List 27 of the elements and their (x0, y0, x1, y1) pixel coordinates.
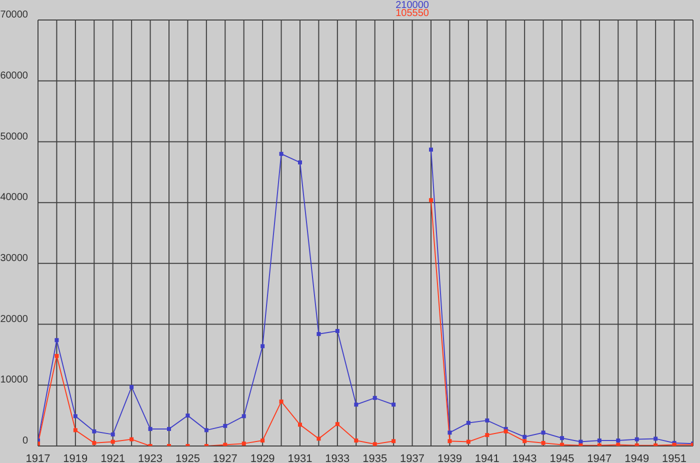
x-tick-label: 1927 (212, 452, 238, 463)
y-tick-label: 60000 (0, 70, 28, 82)
y-tick-label: 0 (22, 436, 28, 447)
x-tick-label: 1925 (175, 452, 200, 463)
x-tick-label: 1939 (437, 452, 462, 463)
x-tick-label: 1923 (138, 452, 163, 463)
y-tick-label: 30000 (0, 252, 28, 264)
text: 105550 (396, 8, 430, 19)
y-tick-label: 10000 (0, 374, 28, 386)
y-tick-label: 70000 (0, 10, 28, 21)
x-tick-label: 1945 (550, 452, 574, 463)
x-tick-label: 1929 (250, 452, 275, 463)
x-tick-label: 1937 (400, 452, 425, 463)
x-tick-label: 1919 (63, 452, 88, 463)
x-tick-label: 1943 (512, 452, 537, 463)
x-tick-label: 1935 (362, 452, 388, 463)
x-tick-label: 1921 (100, 452, 126, 463)
x-tick-label: 1947 (587, 452, 612, 463)
y-tick-label: 50000 (0, 131, 28, 142)
x-tick-label: 1933 (325, 452, 350, 463)
y-tick-label: 20000 (0, 314, 28, 325)
x-tick-label: 1949 (624, 452, 650, 463)
y-tick-label: 40000 (0, 192, 28, 204)
x-tick-label: 1951 (662, 452, 687, 463)
x-tick-label: 1941 (474, 452, 500, 463)
x-tick-label: 1917 (26, 452, 50, 463)
x-tick-label: 1931 (288, 452, 312, 463)
